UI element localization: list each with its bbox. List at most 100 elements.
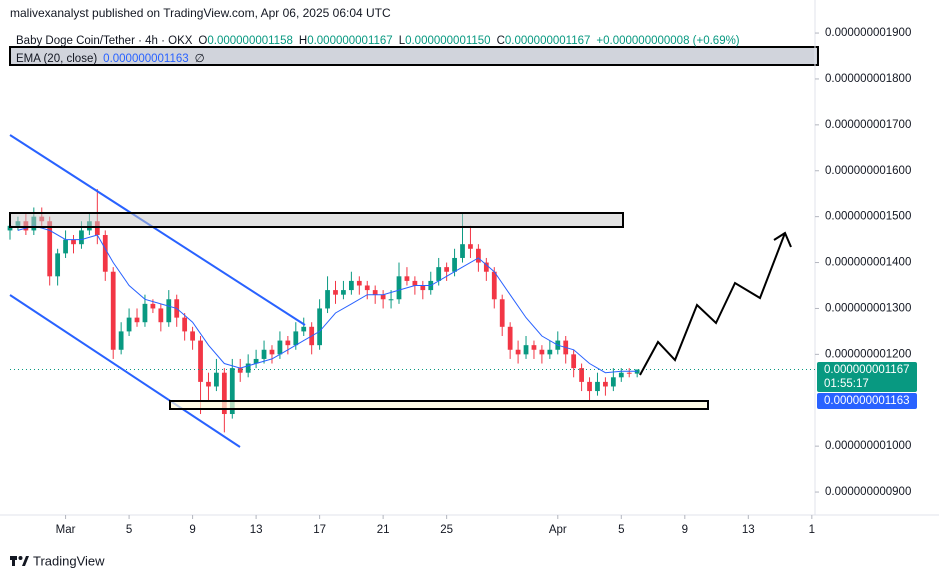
candle-body [63,239,68,254]
candle-body [126,317,132,332]
candle-body [229,368,235,415]
candle-body [293,331,299,346]
y-tick-label: 0.000000001500 [825,211,911,223]
candle-body [483,262,489,272]
ema-tag [817,393,917,409]
y-tick-label: 0.000000001700 [825,119,911,131]
candle-body [499,299,505,327]
candle-body [388,299,394,301]
publisher: malivexanalyst published on TradingView.… [10,6,391,20]
candle-body [71,239,76,245]
y-tick-label: 0.000000001600 [825,165,911,177]
candle-body [285,340,291,346]
price-tag-value: 0.000000001167 [824,364,910,376]
candle-body [190,331,195,341]
candle-body [404,276,410,281]
x-tick-label: 13 [250,524,263,536]
candle-body [253,358,259,364]
candle-body [515,349,521,355]
y-tick-label: 0.000000001300 [825,302,911,314]
candle-body [356,280,362,286]
symbol: Baby Doge Coin/Tether · 4h · OKX [16,35,193,47]
marks: 0.000000001900 0.000000001800 0.0000000017… [7,27,911,536]
ema-name: EMA (20, close) [16,53,97,65]
candle-body [206,381,211,387]
x-tick-label: 13 [742,524,755,536]
candle-body [150,303,156,309]
candle-body [531,345,537,350]
candle-body [476,248,481,263]
x-tick-label: 9 [189,524,195,536]
change: +0.000000000008 (+0.69%) [596,35,739,47]
band-drawing [9,46,819,66]
candle-body [110,271,116,350]
x-tick-label: 5 [618,524,624,536]
channel-upper [9,134,306,326]
candle-body [547,349,553,355]
h-value: 0.000000001167 [307,35,393,47]
candle-body [269,349,275,355]
candle-body [380,294,386,300]
candle-body [468,244,473,249]
brand-logo [10,556,29,566]
candle-body [333,290,338,295]
countdown: 01:55:17 [824,378,869,390]
candle-body [277,340,283,355]
candle-body [372,290,378,295]
candle-body [118,331,124,350]
candle-body [348,280,354,291]
candle-body [523,345,529,355]
ema-line [17,225,638,374]
candle-body [102,235,108,272]
candle-body [214,372,219,387]
legend-line: Baby Doge Coin/Tether · 4h · OKX O0.00000… [16,35,740,47]
candle-body [142,303,148,323]
c-value: 0.000000001167 [505,35,591,47]
y-tick-label: 0.000000001400 [825,257,911,269]
l-label: L [399,35,406,47]
x-tick-label: 21 [377,524,390,536]
candle-body [603,381,608,387]
candle-body [317,308,322,346]
l-value: 0.000000001150 [405,35,491,47]
candle-body [364,285,370,291]
candle-body [341,290,346,295]
candle-body [237,368,243,373]
candle-body [396,276,402,300]
c-label: C [497,35,505,47]
ema-legend: EMA (20, close) 0.000000001163 ∅ [16,53,205,65]
y-tick-label: 0.000000001000 [825,440,911,452]
ema-extra: ∅ [195,53,205,65]
o-label: O [198,35,207,47]
candle-body [610,377,616,387]
support-zone [169,400,709,410]
candle-body [436,267,442,281]
candle-body [198,340,203,382]
candle-body [595,381,600,392]
price-tag [817,362,917,392]
candle-body [539,349,545,355]
candle-body [571,354,577,369]
brand: TradingView [33,553,105,568]
o-value: 0.000000001158 [207,35,293,47]
x-tick-label: 25 [440,524,453,536]
candle-body [221,372,227,415]
projection-arrowhead [773,231,792,248]
resistance-zone [9,212,624,228]
candle-body [245,363,251,373]
candle-body [618,372,624,378]
x-tick-label: 9 [682,524,688,536]
candle-body [507,326,513,350]
candle-body [301,326,307,332]
candle-body [412,280,418,286]
y-tick-label: 0.000000001200 [825,348,911,360]
candle-body [158,308,164,323]
candle-body [420,285,426,291]
candle-body [134,317,140,323]
candle-body [452,257,457,272]
x-tick-label: 17 [313,524,326,536]
candle-body [579,368,584,382]
channel-lower [9,294,241,448]
y-tick-label: 0.000000001900 [825,27,911,39]
